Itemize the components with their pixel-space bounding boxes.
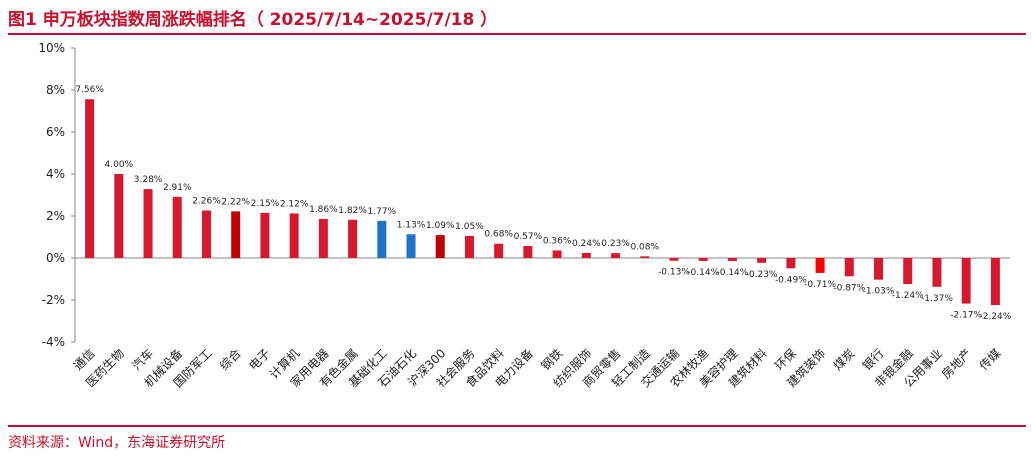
title-divider [8,33,1026,35]
bar [757,258,767,263]
bar [523,246,533,258]
data-label: 1.86% [309,205,338,215]
data-label: -0.49% [775,275,807,285]
bar [727,258,737,261]
data-label: -1.03% [863,287,895,297]
category-label: 综合 [216,346,244,374]
bar [435,235,445,258]
data-label: -1.37% [921,294,953,304]
bar [318,218,328,258]
data-label: 1.05% [455,222,484,232]
y-tick-label: 0% [46,251,65,265]
category-label: 房地产 [938,346,974,382]
data-label: 0.68% [484,230,513,240]
data-label: 0.08% [630,242,659,252]
data-label: 1.82% [338,206,367,216]
data-label: 1.77% [368,207,397,217]
data-label: 4.00% [105,160,134,170]
bar [406,234,416,258]
bar [669,258,679,261]
bar [640,256,650,258]
data-label: 0.36% [543,236,572,246]
bar [464,235,474,258]
data-label: -0.13% [658,268,690,278]
data-labels-layer: 7.56% 4.00%3.28%2.91%2.26% 2.22% 2.15% 2.12%… [75,85,1011,322]
bar [786,258,796,269]
bar [932,258,942,287]
data-label: 0.57% [514,232,543,242]
data-label: 7.56% [75,85,104,95]
data-label: 0.24% [572,239,601,249]
category-label: 传媒 [976,346,1004,374]
data-label: -0.14% [717,268,749,278]
data-label: -0.87% [833,283,865,293]
y-tick-label: -2% [42,293,65,307]
bar [844,258,854,277]
y-tick-label: -4% [42,335,65,349]
bar [874,258,884,280]
data-label: 2.91% [163,183,192,193]
chart-title: 图1 申万板块指数周涨跌幅排名（ 2025/7/14~2025/7/18 ） [8,10,498,30]
bar [581,252,591,258]
bar [377,220,387,258]
data-label: -0.14% [687,268,719,278]
data-label: -2.24% [979,312,1011,322]
bar [143,189,153,258]
y-tick-label: 8% [46,83,65,97]
bars-layer [85,99,1000,306]
bar [85,99,95,259]
bar [201,210,211,258]
bar [348,219,358,258]
data-label: 1.09% [426,221,455,231]
data-label: -2.17% [950,311,982,321]
data-label: -0.23% [746,270,778,280]
data-label: 2.26% [192,197,221,207]
bar [172,196,182,258]
category-label: 煤炭 [831,346,858,373]
bar [990,258,1000,306]
y-tick-label: 10% [38,41,65,55]
footer-divider [8,425,1026,427]
data-label: -0.71% [804,280,836,290]
data-label: 2.22% [221,197,250,207]
y-tick-label: 4% [46,167,65,181]
y-tick-label: 6% [46,125,65,139]
bar [231,211,241,258]
data-label: -1.24% [892,291,924,301]
data-label: 3.28% [134,175,163,185]
bar [114,174,124,258]
bar [289,213,299,258]
bar [698,258,708,261]
bar [961,258,971,304]
axis-layer: -4% -2% 0% 2% 4% 6% 8% 10% [38,41,1010,349]
data-label: 2.12% [280,199,309,209]
data-label: 0.23% [601,239,630,249]
bar [903,258,913,285]
data-label: 2.15% [251,199,280,209]
data-label: 1.13% [397,220,426,230]
y-tick-label: 2% [46,209,65,223]
source-note: 资料来源：Wind，东海证券研究所 [8,435,226,451]
bar [494,243,504,258]
bar [611,253,621,258]
bar [260,212,270,258]
bar [815,258,825,273]
bar [552,250,562,258]
